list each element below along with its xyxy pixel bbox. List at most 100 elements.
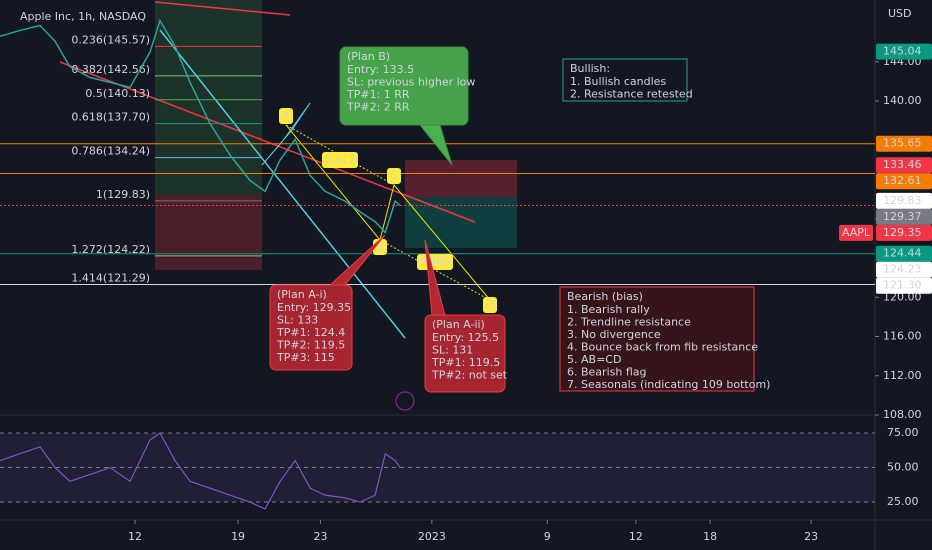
price-tag-label: 132.61 <box>883 174 922 187</box>
pattern-label-bg <box>483 297 497 313</box>
note-line: Entry: 129.35 <box>277 301 351 314</box>
price-tag-label: 124.44 <box>883 247 922 260</box>
x-tick-label: 12 <box>128 530 142 543</box>
trendline <box>59 61 476 223</box>
price-tag-label: 129.35 <box>883 226 922 239</box>
x-tick-label: 19 <box>231 530 245 543</box>
symbol-label: AAPL <box>842 226 871 239</box>
note-line: 1. Bearish rally <box>567 303 650 316</box>
pattern-label-bg <box>387 168 401 184</box>
price-tag <box>876 224 932 241</box>
note-box <box>339 46 469 126</box>
abcd <box>285 124 491 301</box>
note-box <box>269 284 353 371</box>
currency: USD <box>888 7 912 20</box>
note-line: 1. Bullish candles <box>570 75 666 88</box>
note-line: TP#3: 115 <box>276 351 335 364</box>
price-tag <box>876 173 932 190</box>
note-box <box>424 314 506 393</box>
x-tick-label: 18 <box>703 530 717 543</box>
note-line: 6. Bearish flag <box>567 366 646 379</box>
price-tag-label: 129.37 <box>883 210 922 223</box>
x-tick-label: 9 <box>544 530 551 543</box>
reward-zone <box>405 197 517 248</box>
price-tag <box>876 157 932 174</box>
chart-title: Apple Inc, 1h, NASDAQ <box>20 10 146 23</box>
event-icon[interactable] <box>395 391 415 411</box>
note-line: SL: previous higher low <box>347 76 475 89</box>
price-line-series <box>0 18 401 234</box>
pattern-label-bg <box>417 254 453 270</box>
abcd-ratio <box>379 239 491 301</box>
x-tick-label: 12 <box>629 530 643 543</box>
fib-label: 0.5(140.13) <box>85 87 150 100</box>
pattern-label: D <box>486 298 494 311</box>
pattern-label: A <box>282 109 290 122</box>
note-line: TP#1: 124.4 <box>276 326 345 339</box>
note-line: 3. No divergence <box>567 328 661 341</box>
pattern-label: C <box>390 169 398 182</box>
x-tick-label: 23 <box>804 530 818 543</box>
y-tick-label: 140.00 <box>883 94 922 107</box>
x-tick-label: 2023 <box>418 530 446 543</box>
note-line: TP#1: 119.5 <box>431 356 500 369</box>
note-line: Entry: 125.5 <box>432 331 499 344</box>
price-tag-label: 121.30 <box>883 279 922 292</box>
note-line: Entry: 133.5 <box>347 63 414 76</box>
note-line: 2. Trendline resistance <box>567 316 691 329</box>
y-tick-label: 112.00 <box>883 369 922 382</box>
price-tag <box>876 208 932 225</box>
price-tag-label: 124.23 <box>883 263 922 276</box>
fib-label: 1.414(121.29) <box>71 272 150 285</box>
price-tag <box>876 192 932 209</box>
price-tag-label: 133.46 <box>883 158 922 171</box>
note-title: (Plan A-ii) <box>432 318 485 331</box>
risk-zone <box>405 160 517 197</box>
pattern-label: B <box>376 240 384 253</box>
note-title: Bearish (bias) <box>567 290 643 303</box>
note-line: TP#2: not set <box>431 369 508 382</box>
price-tag <box>876 43 932 60</box>
y-tick-label: 108.00 <box>883 408 922 421</box>
fib-label: 1(129.83) <box>96 188 150 201</box>
rsi-tick-label: 50.00 <box>887 461 919 474</box>
fib-label: 0.786(134.24) <box>71 145 150 158</box>
trendline <box>154 1 291 16</box>
pattern-label-bg <box>279 108 293 124</box>
fib-label: 1.272(124.22) <box>71 243 150 256</box>
symbol-tag <box>839 224 873 241</box>
projection-arrow <box>159 29 406 339</box>
note-line: 4. Bounce back from fib resistance <box>567 341 758 354</box>
price-tag <box>876 245 932 262</box>
rsi-line <box>0 432 401 510</box>
pattern-label: 0.405 <box>419 255 451 268</box>
price-tag-label: 129.83 <box>883 194 922 207</box>
note-title: (Plan B) <box>347 50 390 63</box>
note-title: (Plan A-i) <box>277 288 327 301</box>
y-tick-label: 116.00 <box>883 330 922 343</box>
note-line: 5. AB=CD <box>567 353 621 366</box>
note-line: TP#2: 2 RR <box>346 101 410 114</box>
pattern-label: 0.412 <box>324 153 356 166</box>
note-box <box>559 286 755 392</box>
fib-label: 0.236(145.57) <box>71 33 150 46</box>
note-line: SL: 133 <box>277 314 318 327</box>
price-tag <box>876 135 932 152</box>
fib-label: 0.618(137.70) <box>71 111 150 124</box>
flag <box>261 102 311 166</box>
price-tag-label: 135.65 <box>883 137 922 150</box>
note-line: SL: 131 <box>432 344 473 357</box>
note-line: 7. Seasonals (indicating 109 bottom) <box>567 378 770 391</box>
note-title: Bullish: <box>570 62 610 75</box>
long-zone <box>155 0 262 195</box>
rsi-tick-label: 75.00 <box>887 426 919 439</box>
price-tag <box>876 277 932 294</box>
note-line: TP#2: 119.5 <box>276 339 345 352</box>
x-tick-label: 23 <box>314 530 328 543</box>
rsi-tick-label: 25.00 <box>887 495 919 508</box>
note-box <box>562 58 688 102</box>
price-tag-label: 145.04 <box>883 45 922 58</box>
short-zone <box>155 195 262 270</box>
note-line: TP#1: 1 RR <box>346 88 410 101</box>
